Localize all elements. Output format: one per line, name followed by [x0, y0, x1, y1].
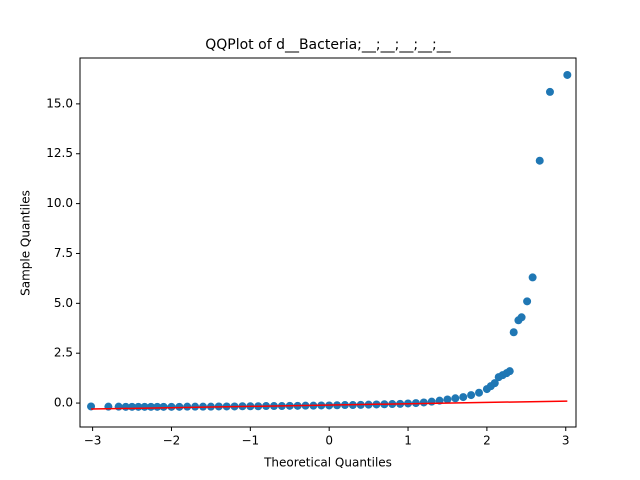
point — [146, 402, 155, 411]
y-tick-label: 2.5 — [54, 346, 73, 360]
point — [153, 402, 162, 411]
x-tick-label: 0 — [325, 434, 333, 448]
point — [419, 398, 428, 407]
point — [545, 87, 554, 96]
reference-line — [91, 400, 568, 410]
point — [443, 395, 452, 404]
point — [475, 388, 484, 397]
point — [517, 313, 526, 322]
x-tick-label: 2 — [483, 434, 491, 448]
x-tick-label: −1 — [241, 434, 259, 448]
y-tick-label: 5.0 — [54, 296, 73, 310]
point — [535, 156, 544, 165]
point — [459, 393, 468, 402]
point — [528, 273, 537, 282]
point — [523, 297, 532, 306]
point — [427, 397, 436, 406]
x-tick-label: −3 — [84, 434, 102, 448]
point — [183, 402, 192, 411]
point — [563, 70, 572, 79]
point — [159, 402, 168, 411]
point — [467, 391, 476, 400]
point — [509, 328, 518, 337]
x-axis-label: Theoretical Quantiles — [263, 456, 392, 470]
point — [505, 367, 514, 376]
y-tick-label: 7.5 — [54, 246, 73, 260]
y-axis-label: Sample Quantiles — [19, 190, 33, 296]
x-tick-label: 3 — [562, 434, 570, 448]
x-tick-label: −2 — [163, 434, 181, 448]
y-tick-label: 10.0 — [46, 196, 73, 210]
plot-frame — [79, 57, 577, 428]
point — [451, 394, 460, 403]
point — [167, 402, 176, 411]
y-tick-label: 0.0 — [54, 396, 73, 410]
point — [490, 379, 499, 388]
chart-title: QQPlot of d__Bacteria;__;__;__;__;__ — [205, 37, 451, 53]
y-tick-label: 15.0 — [46, 96, 73, 110]
x-tick-label: 1 — [404, 434, 412, 448]
y-tick-label: 12.5 — [46, 146, 73, 160]
point — [114, 402, 123, 411]
